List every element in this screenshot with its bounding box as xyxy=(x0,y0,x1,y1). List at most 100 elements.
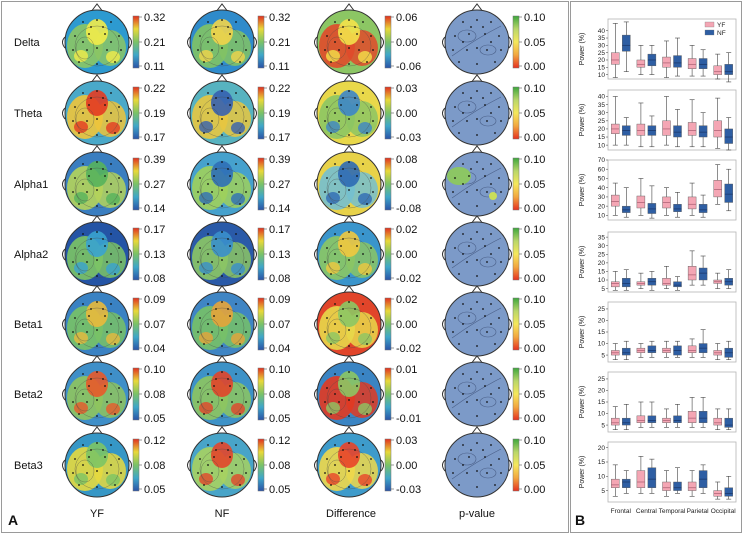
electrode xyxy=(338,261,340,263)
nose xyxy=(343,3,355,11)
contour xyxy=(74,448,120,490)
electrode xyxy=(366,132,368,134)
electrode xyxy=(104,456,106,458)
electrode xyxy=(476,470,478,472)
electrode xyxy=(96,231,98,233)
electrode xyxy=(494,61,496,63)
electrode xyxy=(88,456,90,458)
colorbar-label: 0.00 xyxy=(524,132,545,144)
y-axis-label: Power (%) xyxy=(579,246,586,279)
electrode xyxy=(486,401,488,403)
electrode xyxy=(74,317,76,319)
ear-right xyxy=(128,248,132,261)
electrode xyxy=(78,203,80,205)
electrode xyxy=(88,245,90,247)
electrode xyxy=(462,233,464,235)
electrode xyxy=(334,303,336,305)
y-axis-label: Power (%) xyxy=(579,174,586,207)
map-blob xyxy=(211,231,233,257)
electrode xyxy=(72,331,74,333)
electrode xyxy=(330,203,332,205)
electrode xyxy=(370,387,372,389)
y-tick-label: 30 xyxy=(598,43,606,50)
electrode xyxy=(110,323,112,325)
electrode xyxy=(86,331,88,333)
electrode xyxy=(476,442,478,444)
electrode xyxy=(338,49,340,51)
map-blob xyxy=(358,51,372,63)
colorbar xyxy=(384,157,392,211)
electrode xyxy=(221,161,223,163)
map-blob xyxy=(358,333,372,345)
box xyxy=(687,266,697,281)
map-blob xyxy=(338,19,360,45)
electrode xyxy=(221,134,223,136)
electrode xyxy=(197,191,199,193)
plot-frame xyxy=(607,89,737,151)
electrode xyxy=(490,112,492,114)
electrode xyxy=(358,331,360,333)
electrode xyxy=(362,464,364,466)
box xyxy=(713,417,722,426)
electrode xyxy=(88,175,90,177)
electrode xyxy=(476,205,478,207)
map-blob xyxy=(358,193,372,205)
electrode xyxy=(211,49,213,51)
map-blob xyxy=(338,231,360,257)
topomap-fill xyxy=(65,433,129,497)
colorbar-label: 0.39 xyxy=(144,154,165,166)
nose xyxy=(343,145,355,153)
colorbar-label: 0.32 xyxy=(269,12,290,24)
topomap-diff xyxy=(314,285,384,357)
colorbar-label: 0.32 xyxy=(144,12,165,24)
electrode xyxy=(338,191,340,193)
colorbar-label: 0.00 xyxy=(396,249,417,261)
electrode xyxy=(340,33,342,35)
electrode xyxy=(90,97,92,99)
electrode xyxy=(476,486,478,488)
ear-left xyxy=(442,459,446,472)
contour xyxy=(326,448,372,490)
box-yf-frontal xyxy=(611,406,620,430)
electrode xyxy=(340,175,342,177)
nose xyxy=(471,355,483,363)
electrode xyxy=(470,449,472,451)
y-tick-label: 30 xyxy=(598,243,606,250)
electrode xyxy=(362,92,364,94)
box xyxy=(673,125,682,138)
electrode xyxy=(468,245,470,247)
electrode xyxy=(199,247,201,249)
y-tick-label: 20 xyxy=(598,203,606,210)
ear-right xyxy=(128,178,132,191)
x-tick-label: Frontal xyxy=(611,508,632,515)
electrode xyxy=(239,413,241,415)
topomap-nf xyxy=(187,215,257,287)
box-nf-parietal xyxy=(698,397,708,428)
electrode xyxy=(114,132,116,134)
colorbar-label: 0.22 xyxy=(144,83,165,95)
panel-a-topographic-maps: Delta 0.32 0.21 0.11 0.32 0.21 0.11 0.06 0.00 -0.… xyxy=(1,1,569,533)
map-blob xyxy=(358,403,372,415)
electrode xyxy=(340,315,342,317)
ear-left xyxy=(442,178,446,191)
electrode xyxy=(207,92,209,94)
box-yf-temporal xyxy=(662,187,671,216)
legend-label-yf: YF xyxy=(717,22,725,29)
electrode xyxy=(490,444,492,446)
box xyxy=(662,56,671,68)
colorbar-label: 0.05 xyxy=(524,37,545,49)
ear-right xyxy=(508,248,512,261)
box-nf-frontal xyxy=(622,269,631,291)
electrode xyxy=(490,393,492,395)
map-blob xyxy=(211,371,233,397)
electrode xyxy=(348,470,350,472)
electrode xyxy=(372,261,374,263)
colorbar-label: 0.00 xyxy=(524,484,545,496)
map-blob xyxy=(106,51,120,63)
electrode xyxy=(348,47,350,49)
electrode xyxy=(458,413,460,415)
topomap-p xyxy=(442,215,512,287)
electrode xyxy=(348,301,350,303)
contour xyxy=(327,248,347,272)
colorbar-label: 0.05 xyxy=(524,460,545,472)
